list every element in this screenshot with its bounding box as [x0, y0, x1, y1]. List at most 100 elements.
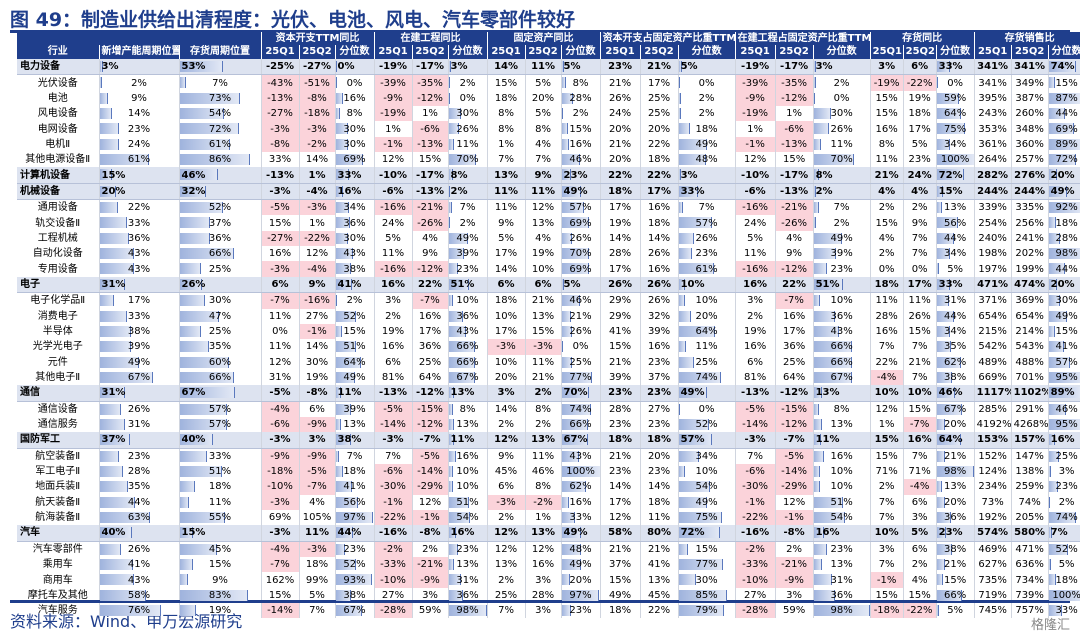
cell-value: 28% [875, 310, 898, 322]
cell-value: 18% [608, 605, 632, 617]
percentile: 18% [335, 463, 375, 480]
watermark-logo: 格隆汇 [1030, 618, 1070, 633]
value-25q2: 387% [1011, 90, 1049, 107]
cell-value: 4% [535, 138, 551, 150]
value-25q2: -35% [412, 74, 449, 91]
percentile-value: 0% [833, 92, 850, 104]
percentile-value: 20% [569, 574, 592, 586]
percentile-value: 46% [569, 154, 592, 166]
new-capacity-position-value: 9% [131, 92, 147, 104]
cell-value: -4% [876, 372, 897, 384]
cell-value: 22% [647, 605, 671, 617]
cell-value: 6% [534, 278, 552, 290]
percentile-bar [678, 169, 682, 181]
percentile: 100% [936, 152, 975, 168]
cell-value: 16% [907, 434, 932, 446]
cell-value: 1% [308, 169, 326, 181]
inventory-position-bar [179, 232, 210, 244]
value-25q1: 27% [735, 587, 776, 604]
percentile: 23% [561, 167, 601, 184]
percentile-bar [813, 61, 817, 72]
industry-name: 光学光电子 [17, 339, 100, 355]
cell-value: 14% [305, 341, 329, 353]
inventory-position-bar [179, 418, 227, 430]
value-25q1: 29% [600, 292, 641, 309]
inventory-position-value: 55% [208, 512, 232, 524]
percentile: 38% [936, 369, 975, 386]
cell-value: 6% [911, 543, 928, 555]
cell-value: 276% [1014, 169, 1046, 181]
inventory-position-bar [179, 263, 201, 275]
inventory-position: 86% [179, 152, 262, 168]
value-25q2: 20% [640, 121, 679, 137]
percentile-bar [813, 138, 821, 150]
inventory-position-value: 53% [181, 61, 206, 73]
new-capacity-position: 26% [99, 541, 180, 557]
percentile-bar [335, 589, 351, 601]
percentile-bar [678, 387, 708, 399]
value-25q2: 17% [640, 183, 679, 201]
new-capacity-position: 67% [99, 369, 180, 386]
new-capacity-position-bar [99, 310, 127, 322]
value-25q1: -3% [735, 432, 776, 449]
percentile: 62% [561, 479, 601, 495]
percentile-bar [813, 371, 853, 383]
cell-value: 36% [782, 341, 806, 353]
table-row: 商用车 43% 9% 162% 99% 93% -10% -9% 31% 2% 3% 20% 15% 13… [17, 572, 1080, 588]
cell-value: -30% [742, 481, 769, 493]
percentile: 66% [448, 339, 488, 355]
percentile: 56% [335, 494, 375, 510]
percentile-value: 15% [569, 123, 592, 135]
cell-value: 138% [1015, 466, 1044, 478]
percentile-bar [813, 496, 844, 508]
percentile: 16% [335, 183, 375, 201]
percentile-bar [678, 527, 720, 539]
value-25q1: 7% [487, 603, 526, 619]
percentile-value: 23% [569, 605, 592, 617]
cell-value: 10% [907, 387, 932, 399]
cell-value: 12% [418, 496, 442, 508]
inventory-position-bar [179, 123, 239, 135]
value-25q2: 14% [299, 339, 336, 355]
value-25q2: -8% [775, 525, 814, 542]
cell-value: 23% [908, 154, 931, 166]
cell-value: 16% [418, 310, 442, 322]
cell-value: 15% [908, 403, 931, 415]
industry-name: 电子 [17, 276, 100, 294]
percentile-value: 38% [343, 589, 366, 601]
percentile: 13% [936, 479, 975, 495]
value-25q2: 734% [1011, 572, 1049, 588]
percentile-value: 30% [343, 232, 366, 244]
cell-value: 15% [531, 326, 555, 338]
percentile-bar [1048, 403, 1067, 415]
value-25q1: 2% [870, 246, 904, 262]
cell-value: 17% [908, 123, 931, 135]
percentile: 34% [335, 199, 375, 216]
value-25q2: 20% [525, 90, 562, 107]
industry-name: 军工电子Ⅱ [17, 463, 100, 480]
cell-value: -1% [307, 326, 327, 338]
cell-value: 16% [531, 559, 555, 571]
cell-value: 3% [878, 61, 896, 73]
value-25q2: 18% [640, 432, 679, 449]
percentile: 95% [1048, 416, 1080, 433]
value-25q1: -1% [374, 494, 413, 510]
percentile-bar [448, 77, 451, 89]
inventory-position-bar [179, 434, 213, 446]
percentile-value: 5% [947, 605, 964, 617]
percentile-value: 51% [343, 341, 366, 353]
percentile-value: 61% [695, 263, 718, 275]
percentile: 5% [561, 59, 601, 76]
percentile: 49% [561, 557, 601, 573]
percentile-bar [678, 92, 681, 104]
value-25q2: 15% [525, 323, 562, 340]
percentile-value: 2% [459, 217, 476, 229]
cell-value: 21% [608, 450, 632, 462]
percentile: 38% [335, 261, 375, 277]
percentile: 62% [936, 354, 975, 370]
percentile: 34% [678, 448, 736, 464]
percentile: 44% [335, 525, 375, 542]
percentile: 31% [936, 292, 975, 309]
cell-value: -1% [784, 512, 804, 524]
value-25q2: -51% [299, 74, 336, 91]
